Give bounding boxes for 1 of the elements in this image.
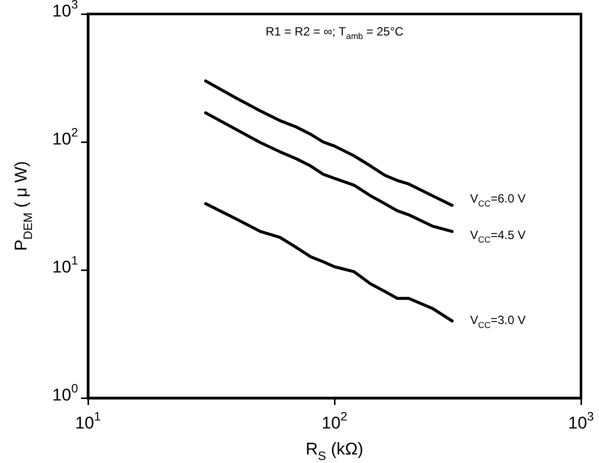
y-axis-title: PDEM ( μ W) (12, 161, 36, 251)
